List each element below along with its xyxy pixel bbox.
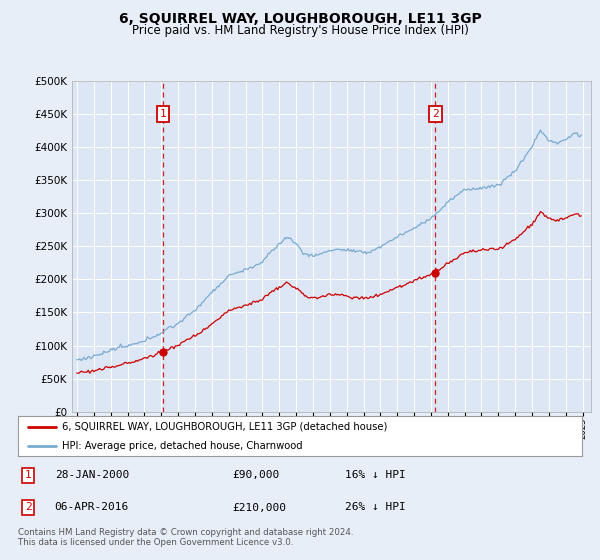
Text: 26% ↓ HPI: 26% ↓ HPI — [345, 502, 406, 512]
Text: £210,000: £210,000 — [232, 502, 286, 512]
Text: 2: 2 — [432, 109, 439, 119]
Text: Contains HM Land Registry data © Crown copyright and database right 2024.
This d: Contains HM Land Registry data © Crown c… — [18, 528, 353, 547]
Text: Price paid vs. HM Land Registry's House Price Index (HPI): Price paid vs. HM Land Registry's House … — [131, 24, 469, 36]
Text: HPI: Average price, detached house, Charnwood: HPI: Average price, detached house, Char… — [62, 441, 302, 450]
Text: 6, SQUIRREL WAY, LOUGHBOROUGH, LE11 3GP: 6, SQUIRREL WAY, LOUGHBOROUGH, LE11 3GP — [119, 12, 481, 26]
Text: 1: 1 — [159, 109, 166, 119]
Text: 06-APR-2016: 06-APR-2016 — [55, 502, 129, 512]
Text: 2: 2 — [25, 502, 32, 512]
Text: 6, SQUIRREL WAY, LOUGHBOROUGH, LE11 3GP (detached house): 6, SQUIRREL WAY, LOUGHBOROUGH, LE11 3GP … — [62, 422, 388, 432]
Text: 16% ↓ HPI: 16% ↓ HPI — [345, 470, 406, 480]
Text: 28-JAN-2000: 28-JAN-2000 — [55, 470, 129, 480]
Text: £90,000: £90,000 — [232, 470, 280, 480]
Text: 1: 1 — [25, 470, 32, 480]
